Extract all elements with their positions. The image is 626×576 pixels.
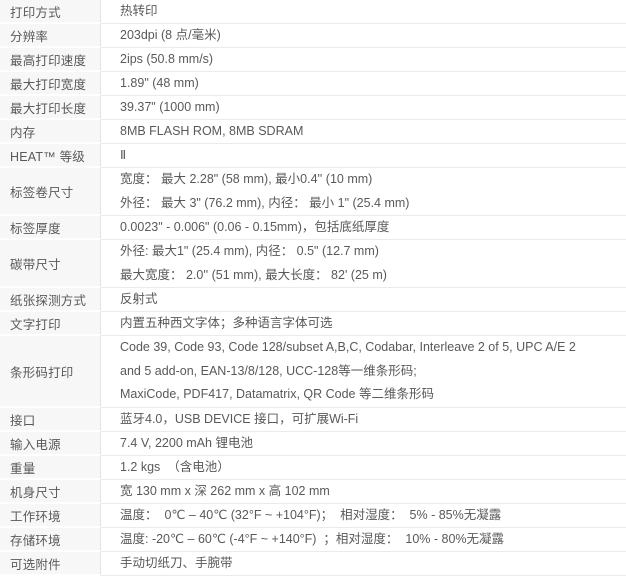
spec-value: 热转印 — [101, 0, 626, 24]
spec-label: 标签厚度 — [0, 216, 101, 240]
spec-label: 最大打印宽度 — [0, 72, 101, 96]
spec-label: 可选附件 — [0, 552, 101, 576]
spec-value: 手动切纸刀、手腕带 — [101, 552, 626, 576]
spec-row-operating-environment: 工作环境 温度： 0℃ – 40℃ (32°F ~ +104°F)； 相对湿度：… — [0, 504, 626, 528]
spec-row-power-input: 输入电源 7.4 V, 2200 mAh 锂电池 — [0, 432, 626, 456]
spec-value: 反射式 — [101, 288, 626, 312]
spec-label: 最高打印速度 — [0, 48, 101, 72]
spec-value-line: 温度: -20℃ – 60℃ (-4°F ~ +140°F) ；相对湿度： 10… — [120, 532, 505, 546]
spec-value-line: 0.0023" - 0.006" (0.06 - 0.15mm)，包括底纸厚度 — [120, 220, 390, 234]
spec-value: 1.2 kgs （含电池） — [101, 456, 626, 480]
spec-value-line: 7.4 V, 2200 mAh 锂电池 — [120, 436, 253, 450]
spec-value: 2ips (50.8 mm/s) — [101, 48, 626, 72]
spec-value: 203dpi (8 点/毫米) — [101, 24, 626, 48]
spec-value-line: MaxiCode, PDF417, Datamatrix, QR Code 等二… — [120, 387, 434, 402]
spec-value: 7.4 V, 2200 mAh 锂电池 — [101, 432, 626, 456]
spec-row-heat-grade: HEAT™ 等级 Ⅱ — [0, 144, 626, 168]
spec-value-line: 39.37" (1000 mm) — [120, 100, 220, 114]
spec-value: 1.89" (48 mm) — [101, 72, 626, 96]
spec-value-line: Ⅱ — [120, 148, 127, 162]
spec-row-memory: 内存 8MB FLASH ROM, 8MB SDRAM — [0, 120, 626, 144]
spec-value: Code 39, Code 93, Code 128/subset A,B,C,… — [101, 336, 626, 408]
spec-label: 内存 — [0, 120, 101, 144]
spec-row-ribbon-size: 碳带尺寸 外径: 最大1" (25.4 mm), 内径： 0.5" (12.7 … — [0, 240, 626, 288]
spec-value-line: 手动切纸刀、手腕带 — [120, 556, 233, 570]
spec-label: 分辨率 — [0, 24, 101, 48]
spec-value: 0.0023" - 0.006" (0.06 - 0.15mm)，包括底纸厚度 — [101, 216, 626, 240]
spec-row-label-thickness: 标签厚度 0.0023" - 0.006" (0.06 - 0.15mm)，包括… — [0, 216, 626, 240]
spec-row-text-printing: 文字打印 内置五种西文字体；多种语言字体可选 — [0, 312, 626, 336]
spec-row-storage-environment: 存储环境 温度: -20℃ – 60℃ (-4°F ~ +140°F) ；相对湿… — [0, 528, 626, 552]
spec-value-line: 温度： 0℃ – 40℃ (32°F ~ +104°F)； 相对湿度： 5% -… — [120, 508, 502, 522]
spec-label: 碳带尺寸 — [0, 240, 101, 288]
spec-label: 存储环境 — [0, 528, 101, 552]
spec-label: 工作环境 — [0, 504, 101, 528]
spec-label: 文字打印 — [0, 312, 101, 336]
spec-value-line: 203dpi (8 点/毫米) — [120, 28, 221, 42]
spec-row-max-print-width: 最大打印宽度 1.89" (48 mm) — [0, 72, 626, 96]
spec-row-optional-accessories: 可选附件 手动切纸刀、手腕带 — [0, 552, 626, 576]
spec-value-line: 热转印 — [120, 4, 158, 18]
spec-value-line: and 5 add-on, EAN-13/8/128, UCC-128等一维条形… — [120, 363, 417, 378]
spec-value-line: 外径： 最大 3" (76.2 mm), 内径： 最小 1" (25.4 mm) — [120, 195, 410, 210]
spec-row-max-print-length: 最大打印长度 39.37" (1000 mm) — [0, 96, 626, 120]
spec-value-line: 外径: 最大1" (25.4 mm), 内径： 0.5" (12.7 mm) — [120, 244, 379, 258]
spec-row-weight: 重量 1.2 kgs （含电池） — [0, 456, 626, 480]
spec-value: Ⅱ — [101, 144, 626, 168]
spec-value: 外径: 最大1" (25.4 mm), 内径： 0.5" (12.7 mm) 最… — [101, 240, 626, 288]
spec-row-label-roll-size: 标签卷尺寸 宽度： 最大 2.28" (58 mm), 最小0.4'' (10 … — [0, 168, 626, 216]
spec-label: 纸张探测方式 — [0, 288, 101, 312]
spec-label: 标签卷尺寸 — [0, 168, 101, 216]
spec-row-resolution: 分辨率 203dpi (8 点/毫米) — [0, 24, 626, 48]
spec-value: 温度： 0℃ – 40℃ (32°F ~ +104°F)； 相对湿度： 5% -… — [101, 504, 626, 528]
spec-row-media-detection: 纸张探测方式 反射式 — [0, 288, 626, 312]
spec-value-line: 8MB FLASH ROM, 8MB SDRAM — [120, 124, 304, 138]
spec-row-interface: 接口 蓝牙4.0，USB DEVICE 接口，可扩展Wi-Fi — [0, 408, 626, 432]
spec-value-line: 宽 130 mm x 深 262 mm x 高 102 mm — [120, 484, 330, 498]
spec-label: 接口 — [0, 408, 101, 432]
spec-value-line: 1.89" (48 mm) — [120, 76, 199, 90]
spec-label: 条形码打印 — [0, 336, 101, 408]
spec-value-line: Code 39, Code 93, Code 128/subset A,B,C,… — [120, 340, 576, 354]
spec-value-line: 最大宽度： 2.0'' (51 mm), 最大长度： 82' (25 m) — [120, 267, 387, 282]
spec-row-body-dimensions: 机身尺寸 宽 130 mm x 深 262 mm x 高 102 mm — [0, 480, 626, 504]
spec-value-line: 蓝牙4.0，USB DEVICE 接口，可扩展Wi-Fi — [120, 412, 359, 426]
spec-value: 宽 130 mm x 深 262 mm x 高 102 mm — [101, 480, 626, 504]
spec-label: 打印方式 — [0, 0, 101, 24]
spec-value-line: 宽度： 最大 2.28" (58 mm), 最小0.4'' (10 mm) — [120, 172, 373, 186]
spec-value: 39.37" (1000 mm) — [101, 96, 626, 120]
spec-label: HEAT™ 等级 — [0, 144, 101, 168]
spec-label: 重量 — [0, 456, 101, 480]
spec-value-line: 反射式 — [120, 292, 158, 306]
spec-row-barcode-printing: 条形码打印 Code 39, Code 93, Code 128/subset … — [0, 336, 626, 408]
spec-value: 温度: -20℃ – 60℃ (-4°F ~ +140°F) ；相对湿度： 10… — [101, 528, 626, 552]
spec-value: 蓝牙4.0，USB DEVICE 接口，可扩展Wi-Fi — [101, 408, 626, 432]
spec-row-print-method: 打印方式 热转印 — [0, 0, 626, 24]
spec-label: 机身尺寸 — [0, 480, 101, 504]
spec-value: 8MB FLASH ROM, 8MB SDRAM — [101, 120, 626, 144]
spec-value: 内置五种西文字体；多种语言字体可选 — [101, 312, 626, 336]
spec-value: 宽度： 最大 2.28" (58 mm), 最小0.4'' (10 mm) 外径… — [101, 168, 626, 216]
spec-row-max-print-speed: 最高打印速度 2ips (50.8 mm/s) — [0, 48, 626, 72]
spec-value-line: 1.2 kgs （含电池） — [120, 460, 230, 474]
spec-value-line: 内置五种西文字体；多种语言字体可选 — [120, 316, 333, 330]
spec-value-line: 2ips (50.8 mm/s) — [120, 52, 214, 66]
spec-label: 最大打印长度 — [0, 96, 101, 120]
spec-label: 输入电源 — [0, 432, 101, 456]
